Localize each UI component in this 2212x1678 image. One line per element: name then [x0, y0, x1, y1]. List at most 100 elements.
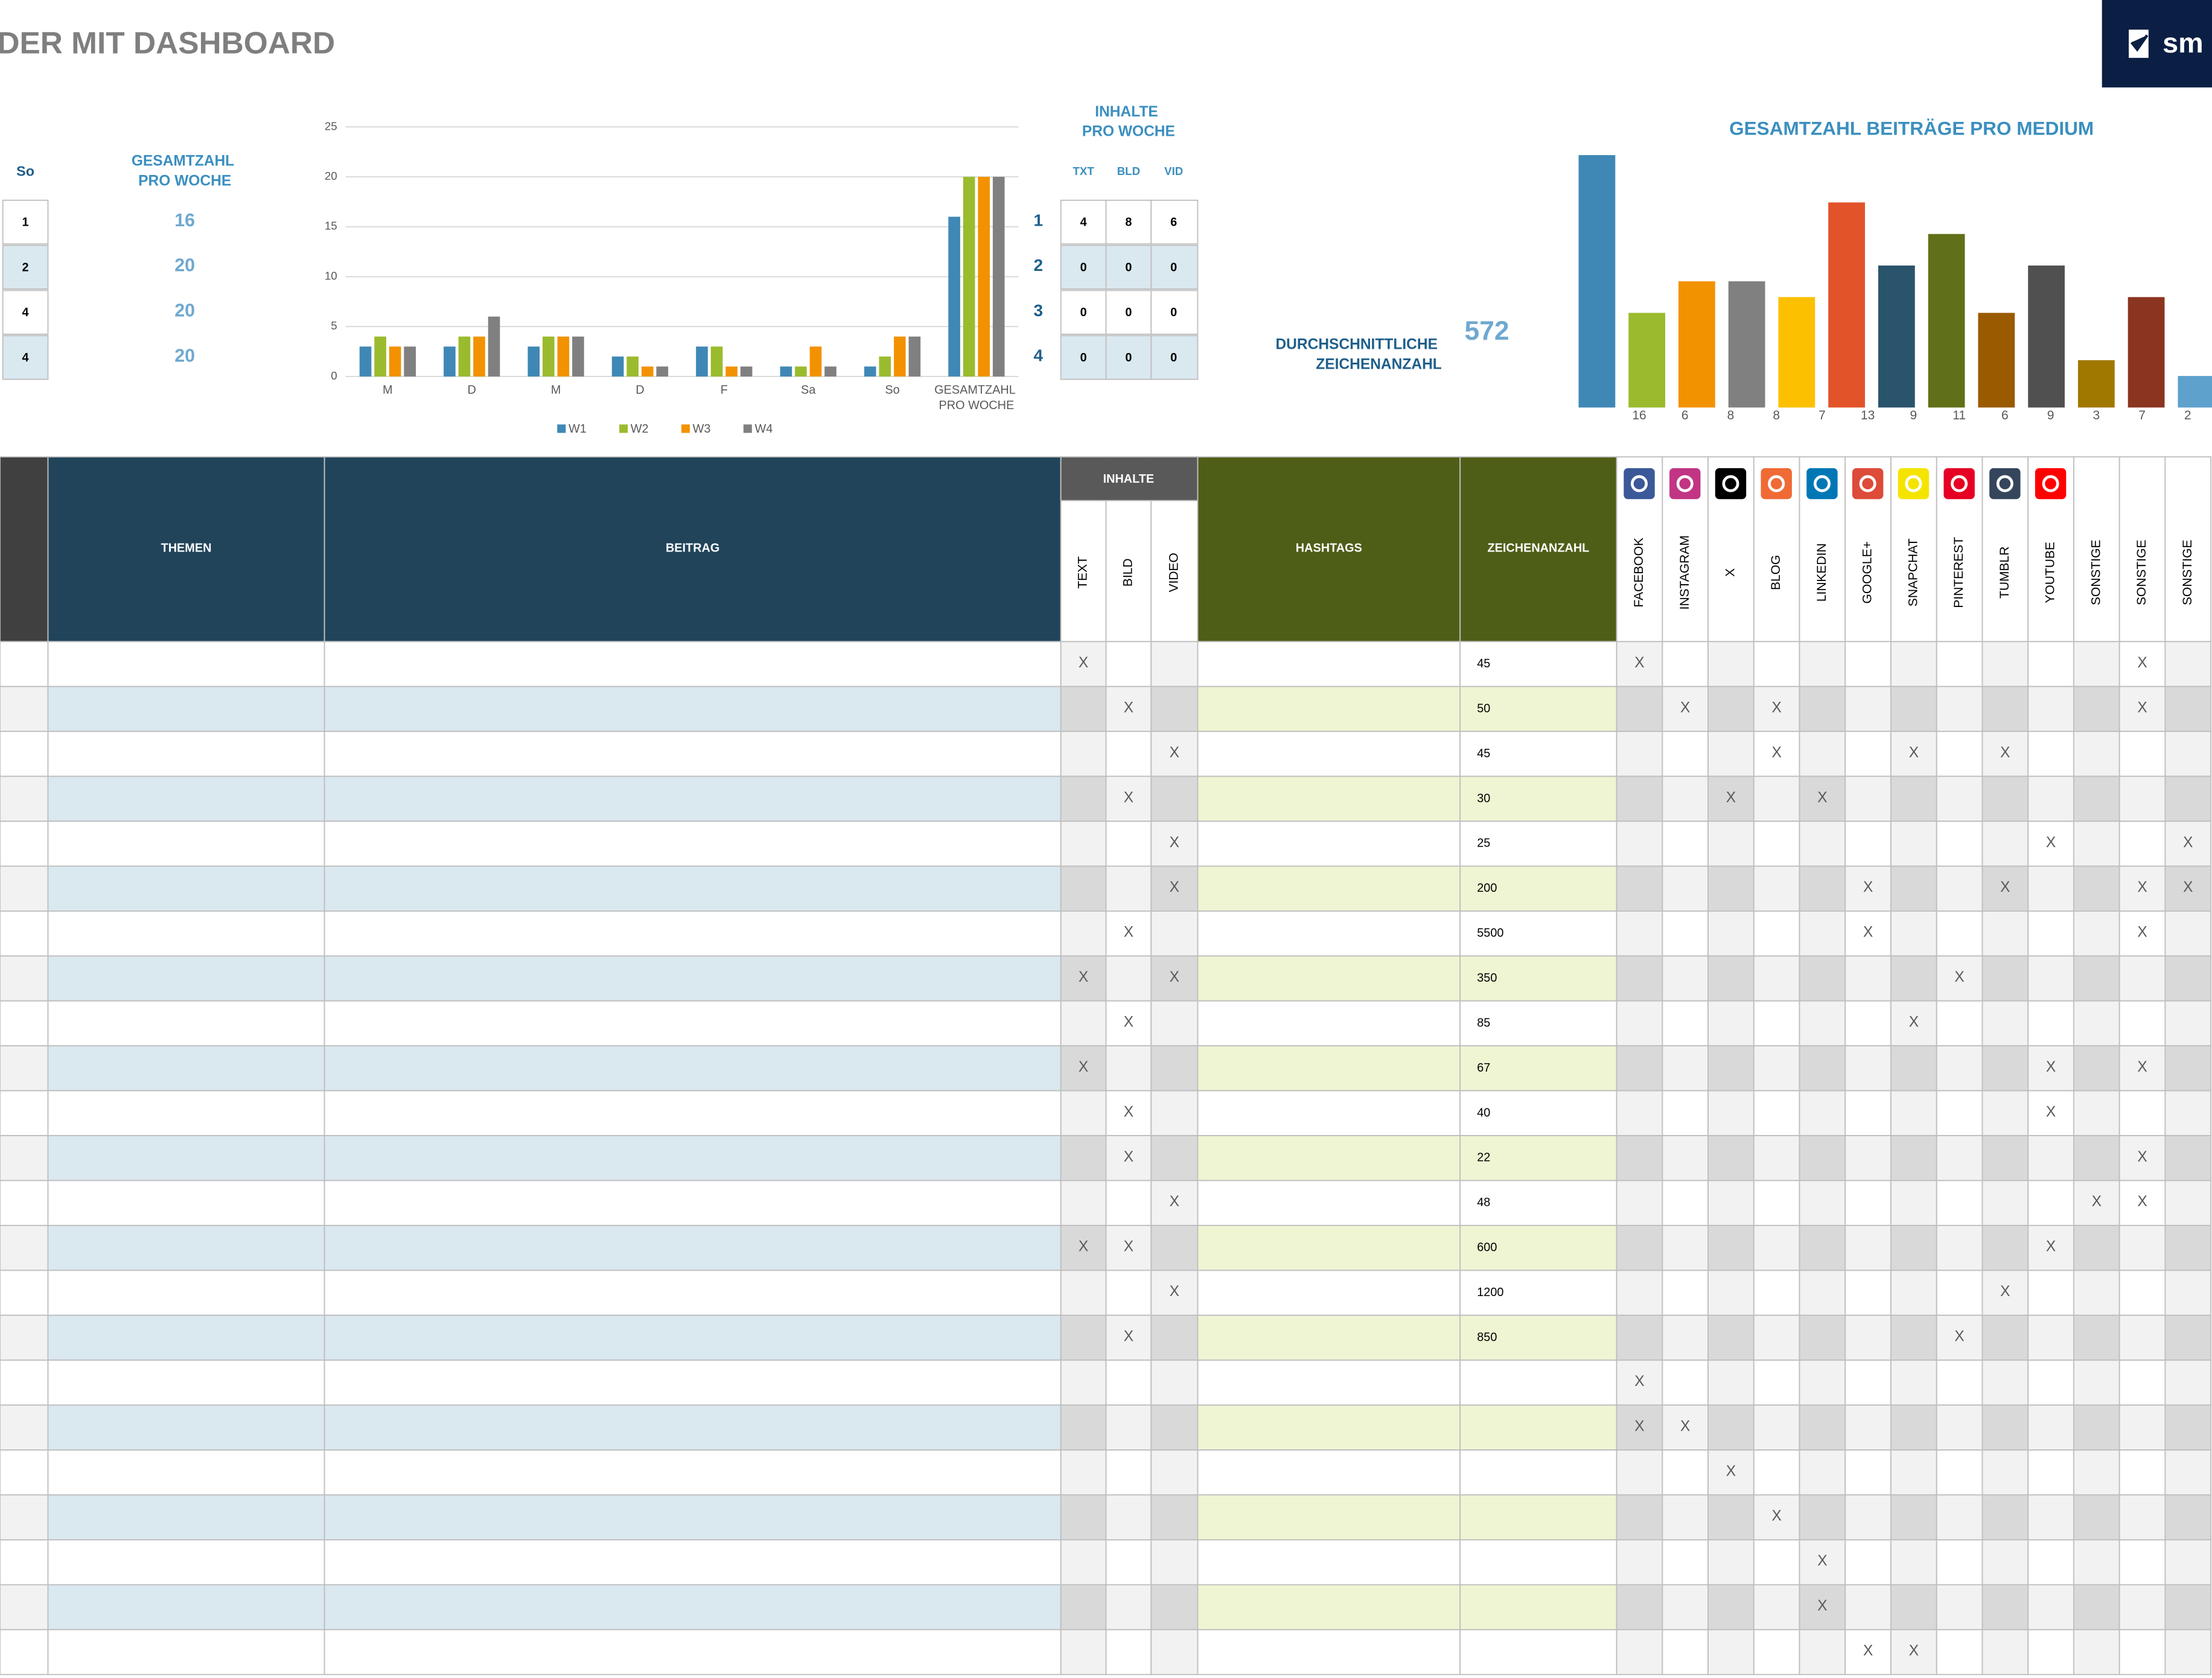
table-cell: [1844, 1629, 1892, 1676]
text-line: PRO WOCHE: [138, 173, 231, 189]
table-cell: [1981, 775, 2029, 822]
table-cell: [2118, 1539, 2166, 1586]
table-cell: [1662, 1270, 1709, 1316]
table-cell: [0, 685, 49, 733]
table-cell: [1844, 1584, 1892, 1630]
table-cell: [1197, 1539, 1461, 1586]
table-cell: [1890, 1449, 1937, 1496]
table-cell: [1890, 1135, 1937, 1181]
column-header: SNAPCHAT: [1906, 538, 1920, 606]
check-mark: X: [1909, 1643, 1919, 1659]
char-count: 45: [1477, 657, 1490, 670]
table-cell: [1150, 1539, 1199, 1586]
table-cell: [1753, 775, 1800, 822]
table-cell: [47, 1000, 325, 1047]
table-cell: [1707, 955, 1755, 1002]
table-cell: [1799, 1629, 1846, 1676]
table-cell: [2073, 1090, 2120, 1137]
table-cell: [1105, 1270, 1152, 1316]
page-title: DER MIT DASHBOARD: [0, 25, 335, 60]
table-cell: [2164, 1359, 2212, 1406]
table-cell: [1799, 1180, 1846, 1226]
table-cell: [1662, 1135, 1709, 1181]
table-cell: [2164, 1180, 2212, 1226]
table-cell: [2073, 1135, 2120, 1181]
table-cell: [2118, 910, 2166, 957]
table-cell: [2027, 1404, 2074, 1451]
table-cell: [1150, 1090, 1199, 1137]
table-cell: [1890, 1629, 1937, 1676]
table-cell: [1799, 1404, 1846, 1451]
check-mark: X: [2046, 1104, 2056, 1120]
table-cell: [2164, 1270, 2212, 1316]
table-cell: [1150, 821, 1199, 867]
table-cell: [1060, 1539, 1107, 1586]
cell: [1105, 199, 1152, 245]
table-cell: [1105, 1135, 1152, 1181]
cell-value: 0: [1170, 351, 1177, 364]
table-cell: [1981, 1090, 2029, 1137]
check-mark: X: [1954, 969, 1964, 985]
content-column: BLD: [1117, 165, 1140, 177]
table-cell: [1707, 1404, 1755, 1451]
table-cell: [2073, 1000, 2120, 1047]
table-cell: [1753, 1539, 1800, 1586]
cell: [1150, 199, 1199, 245]
cell: [1150, 244, 1199, 290]
table-cell: [1616, 1539, 1663, 1586]
cell-value: 0: [1170, 306, 1177, 319]
bar: [740, 366, 753, 377]
table-cell: [1197, 955, 1461, 1002]
table-cell: [1890, 1494, 1937, 1540]
table-cell: [1981, 1359, 2029, 1406]
table-cell: [2027, 1180, 2074, 1226]
table-cell: [1799, 1270, 1846, 1316]
average-label: DURCHSCHNITTLICHE ZEICHENANZAHL: [1275, 337, 1441, 373]
table-cell: [47, 865, 325, 912]
media-icon-glyph: [1722, 475, 1739, 492]
table-cell: [0, 1045, 49, 1092]
table-cell: [2164, 685, 2212, 733]
table-cell: [1060, 685, 1107, 733]
bar: [572, 336, 584, 377]
table-cell: [1890, 955, 1937, 1002]
table-cell: [1890, 1225, 1937, 1271]
media-icon: [1624, 468, 1655, 500]
text-line: ZEICHENANZAHL: [1316, 357, 1442, 373]
column-header: GESAMTZAHL PRO WOCHE: [132, 153, 238, 189]
bar: [1978, 313, 2015, 408]
bar: [710, 346, 723, 377]
table-cell: [0, 1629, 49, 1676]
table-cell: [1936, 1000, 1983, 1047]
check-mark: X: [1909, 1014, 1919, 1030]
cell-value: 6: [1170, 215, 1177, 229]
table-cell: [1060, 910, 1107, 957]
table-cell: [324, 1090, 1062, 1137]
media-icon-glyph: [1676, 475, 1694, 492]
table-cell: [1753, 1314, 1800, 1361]
table-cell: [1799, 821, 1846, 867]
table-cell: [1936, 1270, 1983, 1316]
column-header: SONSTIGE: [2181, 540, 2194, 606]
check-mark: X: [1817, 1553, 1827, 1569]
column-header: VIDEO: [1167, 553, 1181, 592]
table-cell: [1981, 1584, 2029, 1630]
week-label: 4: [1034, 346, 1044, 365]
check-mark: X: [2137, 879, 2147, 895]
char-count: 45: [1477, 747, 1490, 760]
table-cell: [2027, 641, 2074, 687]
char-count: 48: [1477, 1196, 1490, 1209]
header-cell: [1459, 456, 1618, 643]
table-cell: [1936, 821, 1983, 867]
legend-label: W2: [631, 422, 649, 436]
table-cell: [47, 1359, 325, 1406]
table-cell: [1197, 775, 1461, 822]
table-cell: [324, 910, 1062, 957]
bar: [795, 366, 807, 377]
table-cell: [0, 731, 49, 777]
table-cell: [2073, 865, 2120, 912]
check-mark: X: [2046, 1239, 2056, 1255]
table-cell: [324, 1494, 1062, 1540]
table-cell: [47, 641, 325, 687]
